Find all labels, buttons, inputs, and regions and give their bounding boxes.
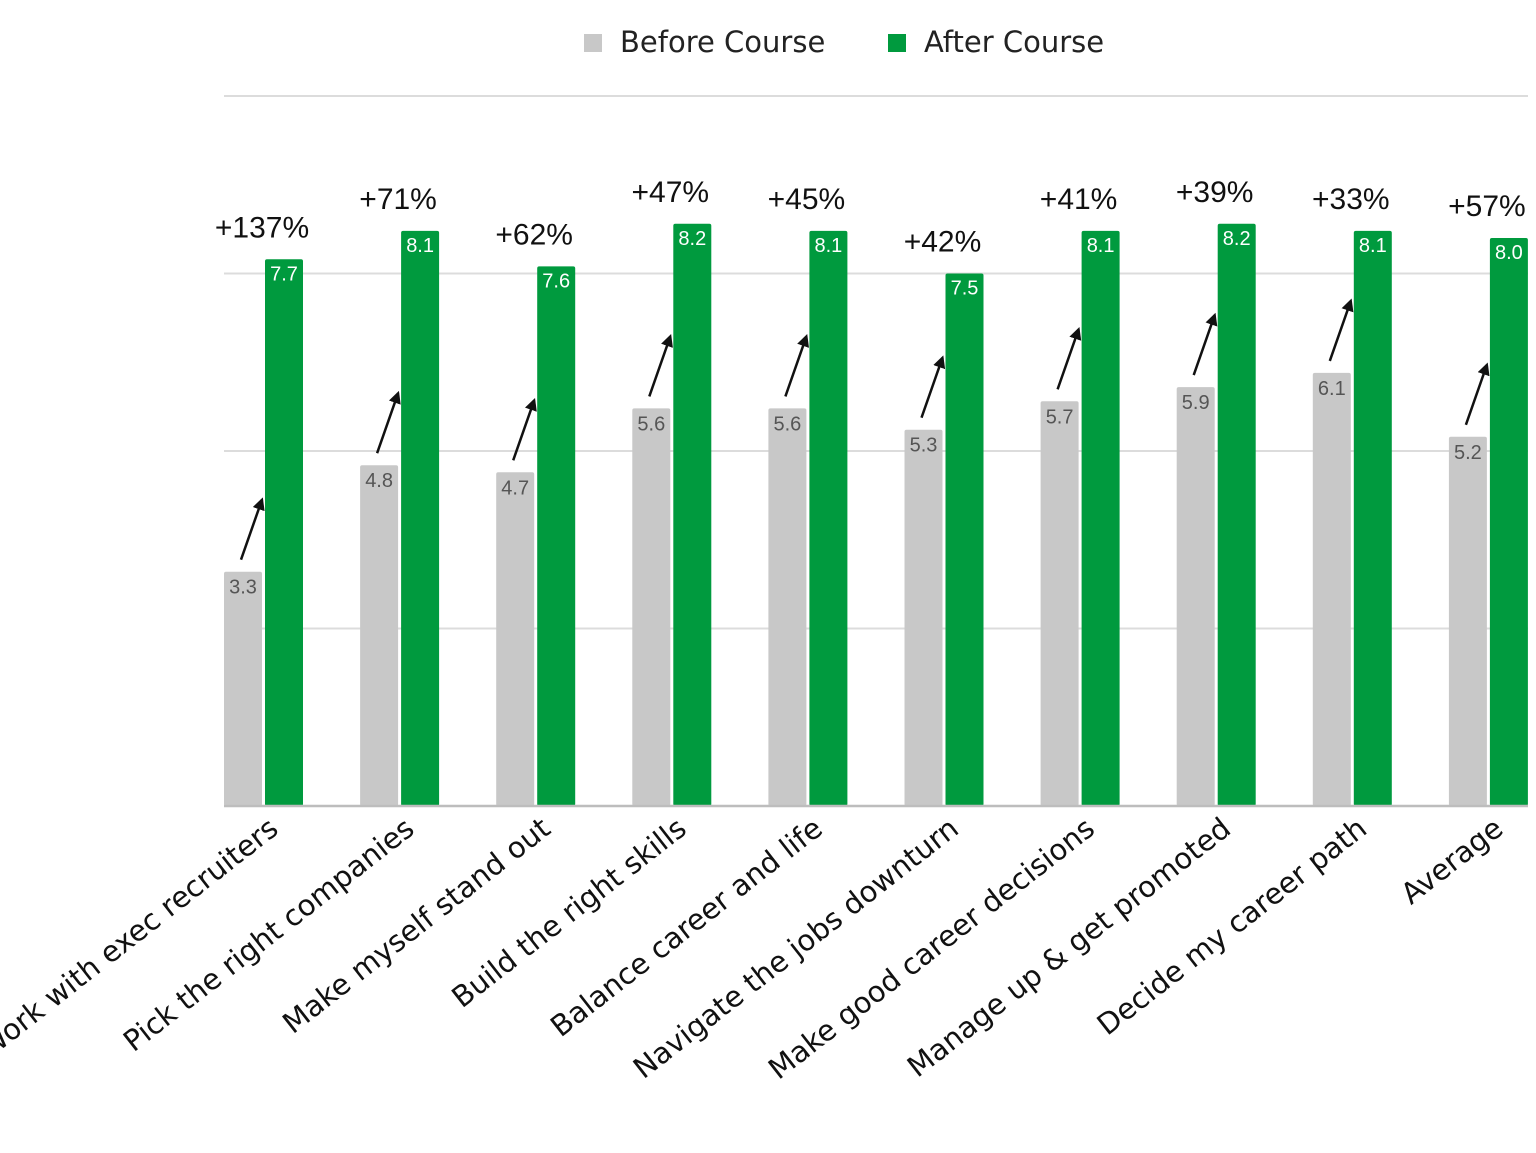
data-label-after: 7.5 bbox=[951, 278, 979, 300]
legend-label-after: After Course bbox=[924, 25, 1104, 59]
bar-before bbox=[1040, 401, 1079, 806]
change-label: +47% bbox=[632, 176, 710, 209]
data-label-before: 5.3 bbox=[910, 435, 938, 457]
legend: Before Course After Course bbox=[584, 25, 1104, 59]
change-label: +57% bbox=[1448, 190, 1526, 223]
category-label: Make myself stand out bbox=[276, 811, 556, 1040]
change-label: +137% bbox=[215, 211, 309, 244]
change-arrow bbox=[1328, 298, 1354, 362]
change-label: +62% bbox=[495, 218, 573, 251]
bar-after bbox=[1217, 223, 1256, 807]
change-label: +39% bbox=[1176, 176, 1254, 209]
bar-before bbox=[496, 472, 535, 806]
change-label: +42% bbox=[904, 226, 982, 259]
bars bbox=[224, 223, 1528, 807]
bar-before bbox=[224, 571, 262, 806]
change-arrow bbox=[239, 497, 265, 561]
bar-after bbox=[945, 273, 984, 806]
data-label-before: 5.2 bbox=[1454, 442, 1482, 464]
change-arrow bbox=[1192, 312, 1218, 376]
change-label: +45% bbox=[768, 183, 846, 216]
category-label: Average bbox=[1394, 811, 1509, 911]
legend-swatch-after bbox=[888, 34, 906, 52]
category-label: Balance career and life bbox=[544, 811, 829, 1044]
data-label-after: 8.2 bbox=[678, 228, 706, 250]
bar-after bbox=[1489, 238, 1528, 806]
bar-after bbox=[1081, 230, 1120, 806]
change-label: +41% bbox=[1040, 183, 1118, 216]
data-label-before: 6.1 bbox=[1318, 378, 1346, 400]
data-label-before: 5.6 bbox=[773, 413, 801, 435]
data-labels: 3.3 7.7 +137% 4.8 8.1 +71% 4.7 7.6 +62% 5.6 8.2 +47… bbox=[215, 176, 1526, 599]
data-label-after: 8.0 bbox=[1495, 242, 1523, 264]
bar-after bbox=[809, 230, 848, 806]
change-arrow bbox=[648, 334, 673, 397]
category-label: Decide my career path bbox=[1091, 811, 1374, 1042]
data-label-before: 5.9 bbox=[1182, 392, 1210, 414]
bar-after bbox=[1353, 230, 1392, 806]
bar-before bbox=[1448, 436, 1487, 806]
data-label-after: 7.7 bbox=[270, 263, 298, 285]
data-label-after: 8.1 bbox=[406, 235, 434, 257]
legend-swatch-before bbox=[584, 34, 602, 52]
bar-before bbox=[632, 408, 671, 806]
bar-before bbox=[904, 429, 943, 806]
legend-label-before: Before Course bbox=[620, 25, 825, 59]
bar-before bbox=[360, 465, 399, 806]
bar-before bbox=[1176, 387, 1215, 806]
bar-after bbox=[401, 230, 440, 806]
gridlines bbox=[224, 95, 1528, 630]
change-arrow bbox=[920, 355, 946, 419]
data-label-after: 7.6 bbox=[542, 270, 570, 292]
data-label-before: 4.7 bbox=[501, 477, 529, 499]
change-arrow bbox=[512, 397, 537, 461]
bar-before bbox=[1312, 372, 1351, 806]
change-arrows bbox=[239, 298, 1490, 561]
change-label: +33% bbox=[1312, 183, 1390, 216]
bar-after bbox=[537, 266, 576, 806]
data-label-before: 4.8 bbox=[365, 470, 393, 492]
data-label-after: 8.1 bbox=[1359, 235, 1387, 257]
change-arrow bbox=[375, 390, 401, 454]
change-arrow bbox=[1464, 362, 1490, 426]
change-label: +71% bbox=[359, 183, 437, 216]
bar-after bbox=[673, 223, 712, 807]
data-label-after: 8.1 bbox=[814, 235, 842, 257]
category-label: Build the right skills bbox=[445, 811, 692, 1015]
data-label-before: 5.6 bbox=[637, 413, 665, 435]
change-arrow bbox=[1056, 326, 1082, 390]
data-label-before: 3.3 bbox=[229, 577, 257, 599]
data-label-after: 8.1 bbox=[1087, 235, 1115, 257]
bar-before bbox=[768, 408, 807, 806]
bar-after bbox=[265, 259, 303, 806]
data-label-before: 5.7 bbox=[1046, 406, 1074, 428]
data-label-after: 8.2 bbox=[1223, 228, 1251, 250]
change-arrow bbox=[784, 334, 809, 397]
